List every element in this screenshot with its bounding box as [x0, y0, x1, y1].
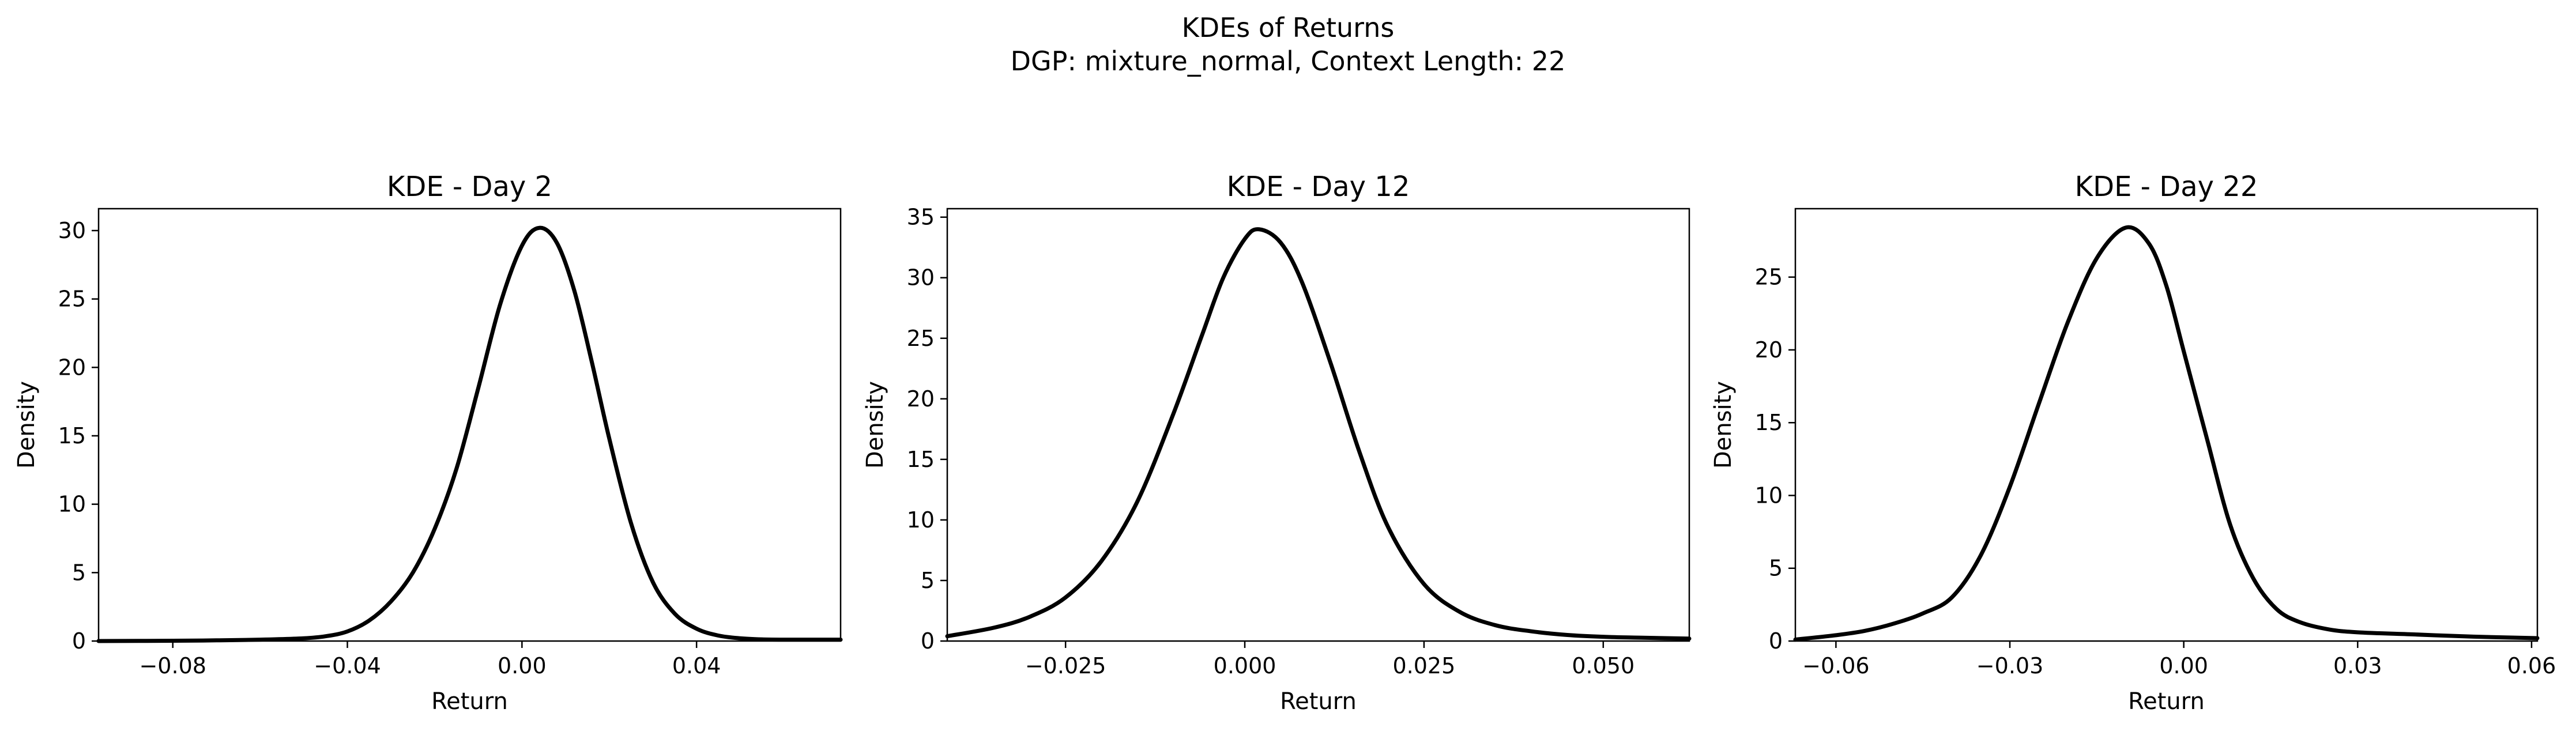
y-tick-label: 5 — [1769, 556, 1783, 581]
y-tick-label: 0 — [1769, 628, 1783, 654]
y-tick-label: 15 — [1755, 410, 1783, 435]
x-tick-label: 0.00 — [498, 653, 547, 679]
y-tick-label: 20 — [907, 386, 935, 412]
kde-curve-2 — [945, 227, 1692, 641]
y-tick-label: 30 — [58, 218, 86, 243]
y-tick-label: 25 — [1755, 265, 1783, 290]
x-tick-label: −0.03 — [1976, 653, 2043, 679]
y-tick-label: 30 — [907, 265, 935, 291]
panels: −0.08 −0.04 0.00 0.04 0 5 10 15 20 25 30 KDE - Day … — [13, 171, 2556, 715]
axes-frame-1 — [97, 208, 842, 642]
x-tick-label: 0.050 — [1572, 653, 1635, 679]
x-tick-label: 0.025 — [1393, 653, 1456, 679]
x-axis-label-1: Return — [431, 688, 508, 715]
chart-title-1: KDE - Day 2 — [387, 171, 552, 203]
axes-frame-3 — [1794, 208, 2539, 642]
figure-subtitle: DGP: mixture_normal, Context Length: 22 — [1011, 46, 1566, 77]
figure-title: KDEs of Returns — [1182, 12, 1395, 43]
kde-curve-3 — [1793, 225, 2540, 642]
y-axis-label-3: Density — [1710, 381, 1737, 469]
x-tick-label: 0.04 — [672, 653, 721, 679]
x-tick-label: −0.04 — [314, 653, 381, 679]
y-tick-label: 35 — [907, 205, 935, 230]
y-tick-label: 10 — [907, 507, 935, 533]
y-tick-label: 5 — [72, 560, 86, 585]
chart-title-2: KDE - Day 12 — [1227, 171, 1410, 203]
y-tick-label: 0 — [921, 628, 935, 654]
x-tick-label: −0.08 — [139, 653, 206, 679]
y-tick-label: 5 — [921, 568, 935, 593]
x-tick-label: −0.06 — [1802, 653, 1869, 679]
y-axis-label-1: Density — [13, 381, 40, 469]
y-axis-label-2: Density — [862, 381, 888, 469]
y-tick-label: 10 — [1755, 483, 1783, 508]
y-tick-label: 10 — [58, 492, 86, 517]
kde-curve-1 — [96, 225, 843, 643]
chart-panel-3: −0.06 −0.03 0.00 0.03 0.06 0 5 10 15 20 25 KDE - Da… — [1710, 171, 2556, 715]
chart-panel-1: −0.08 −0.04 0.00 0.04 0 5 10 15 20 25 30 KDE - Day … — [13, 171, 843, 715]
x-tick-label: 0.00 — [2159, 653, 2208, 679]
x-tick-label: 0.03 — [2333, 653, 2382, 679]
y-tick-label: 15 — [907, 447, 935, 472]
y-tick-label: 0 — [72, 628, 86, 654]
axes-frame-2 — [946, 208, 1690, 642]
x-tick-label: −0.025 — [1025, 653, 1106, 679]
chart-title-3: KDE - Day 22 — [2075, 171, 2258, 203]
chart-panel-2: −0.025 0.000 0.025 0.050 0 5 10 15 20 25 30 35 KDE -… — [862, 171, 1692, 715]
y-tick-label: 25 — [58, 287, 86, 312]
x-axis-label-3: Return — [2128, 688, 2205, 715]
x-tick-label: 0.06 — [2507, 653, 2556, 679]
x-axis-label-2: Return — [1280, 688, 1357, 715]
y-tick-label: 15 — [58, 423, 86, 448]
y-tick-label: 20 — [1755, 337, 1783, 363]
y-tick-label: 25 — [907, 326, 935, 351]
y-tick-label: 20 — [58, 355, 86, 380]
x-tick-label: 0.000 — [1214, 653, 1276, 679]
